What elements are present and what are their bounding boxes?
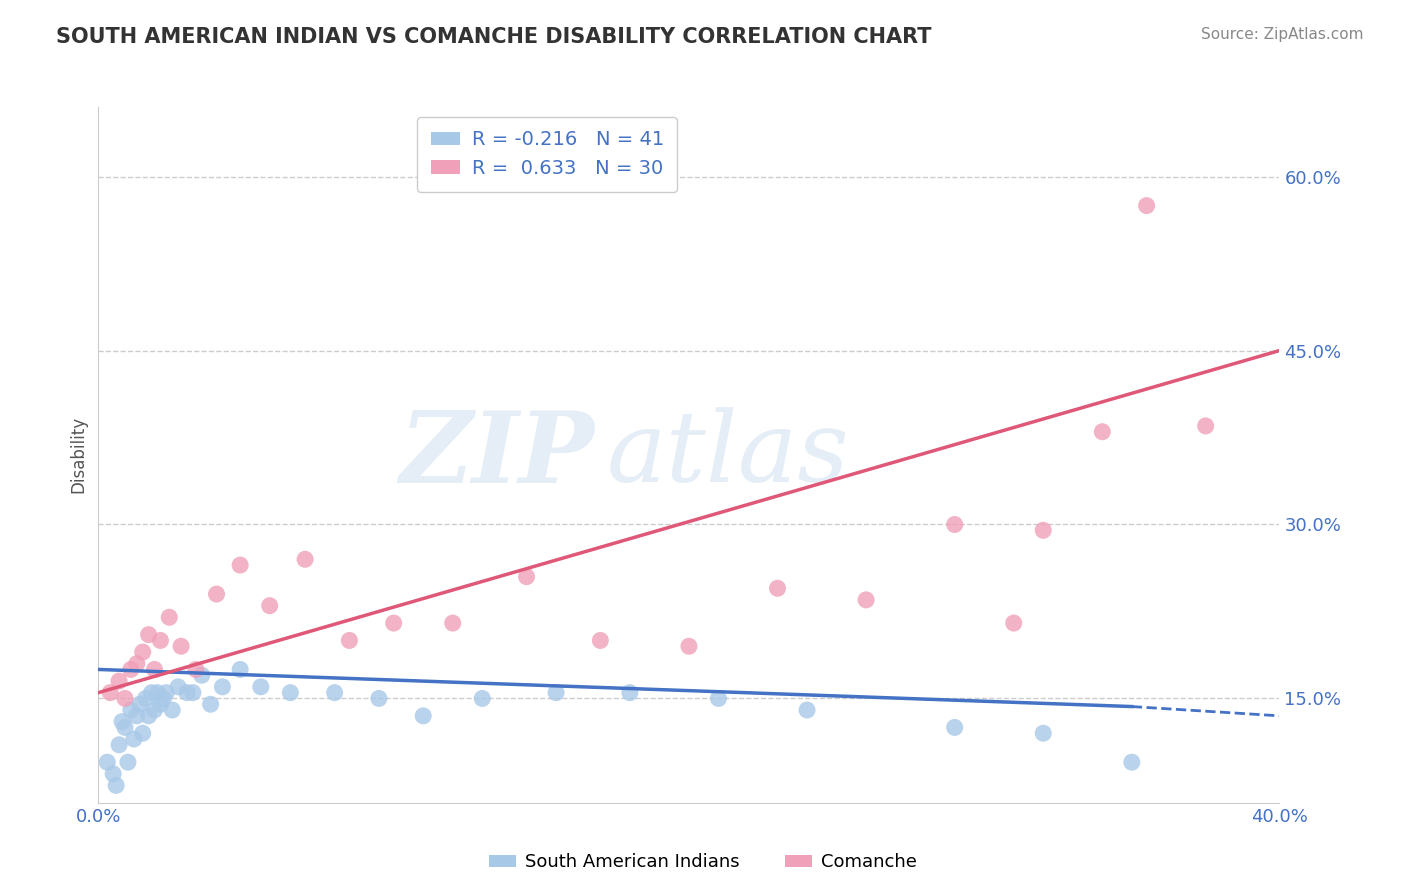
Point xyxy=(707,691,730,706)
Point xyxy=(176,686,198,700)
Point xyxy=(382,615,405,630)
Point xyxy=(98,686,121,700)
Point xyxy=(128,698,150,712)
Point xyxy=(1121,755,1143,769)
Point xyxy=(111,714,134,729)
Point xyxy=(117,755,139,769)
Point xyxy=(146,686,169,700)
Point xyxy=(1032,523,1054,537)
Point xyxy=(96,755,118,769)
Point xyxy=(229,558,252,573)
Point xyxy=(259,599,281,613)
Text: Source: ZipAtlas.com: Source: ZipAtlas.com xyxy=(1201,27,1364,42)
Point xyxy=(200,698,222,712)
Point xyxy=(855,592,877,607)
Point xyxy=(1135,199,1157,213)
Point xyxy=(135,691,157,706)
Point xyxy=(108,738,131,752)
Legend: R = -0.216   N = 41, R =  0.633   N = 30: R = -0.216 N = 41, R = 0.633 N = 30 xyxy=(418,117,678,192)
Point xyxy=(167,680,190,694)
Point xyxy=(943,517,966,532)
Point xyxy=(138,708,160,723)
Point xyxy=(766,582,789,596)
Point xyxy=(143,662,166,677)
Point xyxy=(120,703,142,717)
Point xyxy=(796,703,818,717)
Point xyxy=(211,680,233,694)
Point xyxy=(619,686,641,700)
Point xyxy=(589,633,612,648)
Point xyxy=(143,703,166,717)
Point xyxy=(181,686,204,700)
Point xyxy=(337,633,360,648)
Point xyxy=(162,703,183,717)
Point xyxy=(471,691,494,706)
Point xyxy=(149,698,172,712)
Point xyxy=(114,691,136,706)
Point xyxy=(441,615,464,630)
Point xyxy=(184,662,207,677)
Point xyxy=(149,633,172,648)
Point xyxy=(278,686,302,700)
Point xyxy=(1091,425,1114,439)
Point xyxy=(544,686,567,700)
Point xyxy=(120,662,142,677)
Point xyxy=(132,645,155,659)
Point xyxy=(108,674,131,689)
Point xyxy=(1195,419,1218,434)
Point xyxy=(368,691,391,706)
Point xyxy=(191,668,214,682)
Point xyxy=(132,726,155,740)
Point xyxy=(114,721,136,735)
Point xyxy=(155,686,177,700)
Legend: South American Indians, Comanche: South American Indians, Comanche xyxy=(482,847,924,879)
Point xyxy=(125,657,148,671)
Text: ZIP: ZIP xyxy=(399,407,595,503)
Text: atlas: atlas xyxy=(606,408,849,502)
Y-axis label: Disability: Disability xyxy=(69,417,87,493)
Point xyxy=(250,680,273,694)
Point xyxy=(125,708,148,723)
Point xyxy=(205,587,228,601)
Point xyxy=(157,610,180,624)
Text: SOUTH AMERICAN INDIAN VS COMANCHE DISABILITY CORRELATION CHART: SOUTH AMERICAN INDIAN VS COMANCHE DISABI… xyxy=(56,27,932,46)
Point xyxy=(515,570,537,584)
Point xyxy=(294,552,316,566)
Point xyxy=(141,686,163,700)
Point xyxy=(678,639,700,653)
Point xyxy=(138,628,160,642)
Point xyxy=(323,686,346,700)
Point xyxy=(1032,726,1054,740)
Point xyxy=(105,778,128,793)
Point xyxy=(412,708,434,723)
Point xyxy=(103,766,125,781)
Point xyxy=(152,691,174,706)
Point xyxy=(122,731,145,746)
Point xyxy=(170,639,193,653)
Point xyxy=(1002,615,1025,630)
Point xyxy=(229,662,252,677)
Point xyxy=(943,721,966,735)
